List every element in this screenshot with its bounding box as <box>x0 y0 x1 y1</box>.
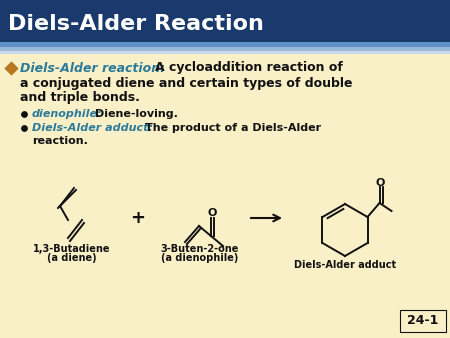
Text: dienophile:: dienophile: <box>32 109 103 119</box>
Text: The product of a Diels-Alder: The product of a Diels-Alder <box>145 123 321 133</box>
Text: O: O <box>376 178 385 188</box>
Bar <box>0 42 450 47</box>
Point <box>7 65 14 71</box>
Text: (a diene): (a diene) <box>47 253 97 263</box>
Text: A cycloaddition reaction of: A cycloaddition reaction of <box>155 62 343 74</box>
Text: (a dienophile): (a dienophile) <box>161 253 238 263</box>
Text: 1,3-Butadiene: 1,3-Butadiene <box>33 244 111 254</box>
Text: 24-1: 24-1 <box>407 314 439 328</box>
Bar <box>0 0 450 42</box>
Text: O: O <box>207 208 217 218</box>
Text: Diene-loving.: Diene-loving. <box>95 109 178 119</box>
Text: 3-Buten-2-one: 3-Buten-2-one <box>161 244 239 254</box>
Text: a conjugated diene and certain types of double: a conjugated diene and certain types of … <box>20 76 352 90</box>
Text: and triple bonds.: and triple bonds. <box>20 92 140 104</box>
Text: Diels-Alder reaction:: Diels-Alder reaction: <box>20 62 165 74</box>
Point <box>20 125 27 131</box>
Text: Diels-Alder adduct: Diels-Alder adduct <box>294 260 396 270</box>
Bar <box>0 51 450 54</box>
Text: +: + <box>130 209 145 227</box>
Bar <box>0 47 450 51</box>
Bar <box>400 310 446 332</box>
Text: Diels-Alder adduct:: Diels-Alder adduct: <box>32 123 153 133</box>
Text: Diels-Alder Reaction: Diels-Alder Reaction <box>8 14 264 34</box>
Text: reaction.: reaction. <box>32 136 88 146</box>
Point <box>20 111 27 117</box>
